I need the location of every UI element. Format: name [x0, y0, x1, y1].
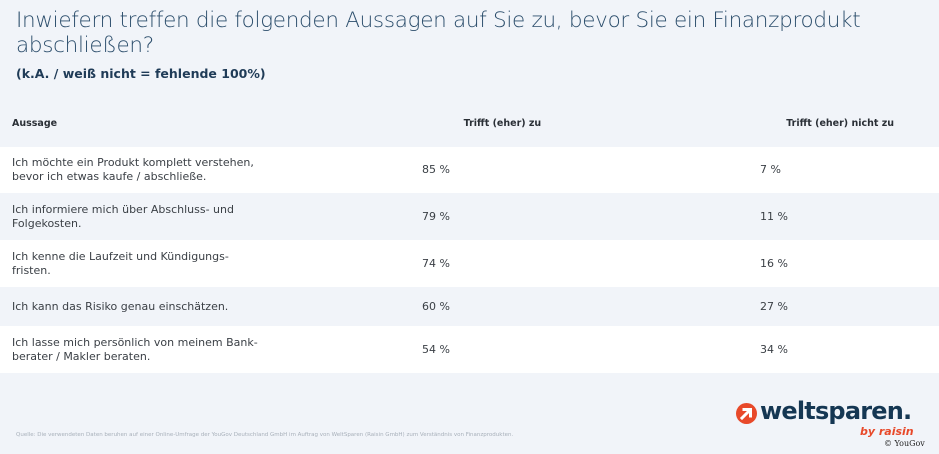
table-row: Ich informiere mich über Abschluss- und …: [0, 193, 939, 240]
statement-cell: Ich kenne die Laufzeit und Kündigungs- f…: [0, 250, 320, 278]
weltsparen-logo: weltsparen. by raisin: [736, 397, 936, 450]
column-header-not-applies: Trifft (eher) nicht zu: [786, 117, 895, 129]
applies-cell: 74 %: [422, 256, 450, 270]
table-row: Ich kann das Risiko genau einschätzen. 6…: [0, 287, 939, 326]
table-header: Aussage Trifft (eher) zu Trifft (eher) n…: [0, 99, 939, 147]
arrow-up-right-circle-icon: [736, 403, 757, 424]
column-header-statement: Aussage: [12, 117, 58, 129]
survey-table: Aussage Trifft (eher) zu Trifft (eher) n…: [0, 99, 939, 373]
statement-cell: Ich informiere mich über Abschluss- und …: [0, 203, 320, 231]
statement-line: Folgekosten.: [12, 216, 82, 230]
not-applies-cell: 7 %: [760, 163, 781, 176]
applies-cell: 85 %: [422, 163, 450, 176]
not-applies-cell: 27 %: [760, 299, 788, 313]
not-applies-cell: 16 %: [760, 256, 788, 270]
statement-line: bevor ich etwas kaufe / abschließe.: [12, 170, 207, 183]
statement-line: Ich kann das Risiko genau einschätzen.: [12, 299, 229, 313]
applies-cell: 60 %: [422, 299, 450, 313]
not-applies-cell: 34 %: [760, 342, 788, 356]
page-subtitle: (k.A. / weiß nicht = fehlende 100%): [16, 66, 266, 81]
source-note: Quelle: Die verwendeten Daten beruhen au…: [16, 432, 514, 438]
copyright-notice: © YouGov: [884, 439, 925, 448]
statement-line: Ich möchte ein Produkt komplett verstehe…: [12, 156, 254, 169]
applies-cell: 54 %: [422, 342, 450, 356]
table-row: Ich kenne die Laufzeit und Kündigungs- f…: [0, 240, 939, 287]
statement-line: fristen.: [12, 263, 51, 277]
column-header-applies: Trifft (eher) zu: [463, 117, 542, 129]
logo-wordmark: weltsparen.: [760, 397, 912, 425]
applies-cell: 79 %: [422, 209, 450, 223]
statement-line: Ich lasse mich persönlich von meinem Ban…: [12, 335, 258, 349]
statement-line: berater / Makler beraten.: [12, 349, 151, 363]
logo-byline: by raisin: [860, 425, 914, 438]
statement-line: Ich kenne die Laufzeit und Kündigungs-: [12, 249, 229, 263]
statement-cell: Ich kann das Risiko genau einschätzen.: [0, 300, 320, 314]
table-row: Ich lasse mich persönlich von meinem Ban…: [0, 326, 939, 373]
statement-cell: Ich lasse mich persönlich von meinem Ban…: [0, 336, 320, 364]
page-title: Inwiefern treffen die folgenden Aussagen…: [16, 8, 861, 58]
table-row: Ich möchte ein Produkt komplett verstehe…: [0, 147, 939, 193]
not-applies-cell: 11 %: [760, 209, 788, 223]
statement-cell: Ich möchte ein Produkt komplett verstehe…: [0, 156, 320, 184]
statement-line: Ich informiere mich über Abschluss- und: [12, 202, 234, 216]
